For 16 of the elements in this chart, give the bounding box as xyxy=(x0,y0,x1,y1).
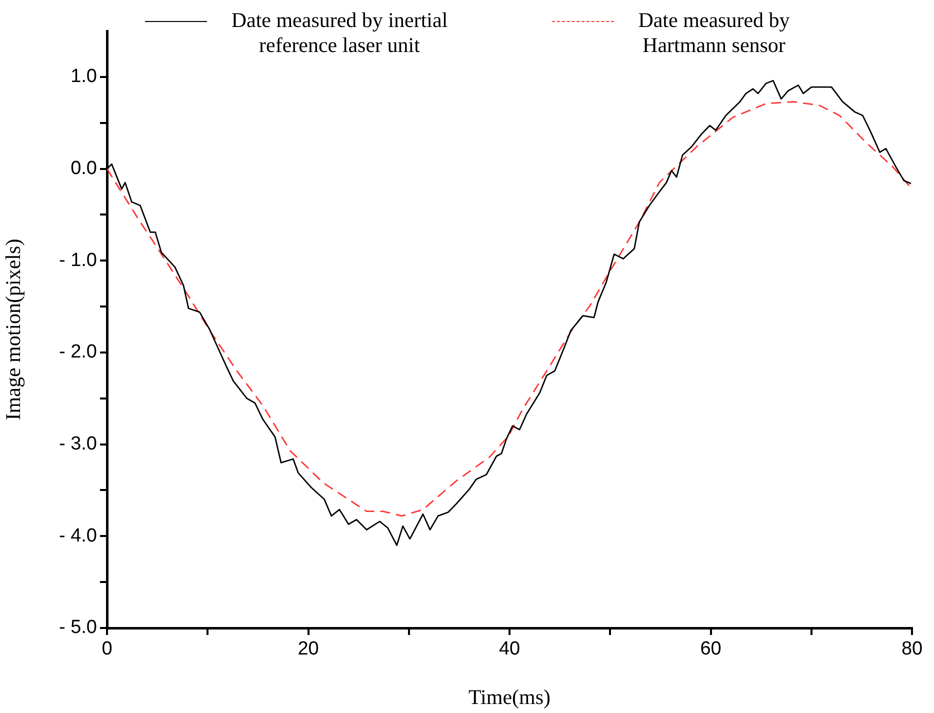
y-axis-title: Image motion(pixels) xyxy=(1,238,26,420)
legend-label: Date measured by Hartmann sensor xyxy=(637,8,791,58)
y-tick-label: - 2.0 xyxy=(58,342,97,363)
y-tick-label: - 3.0 xyxy=(58,434,97,455)
y-tick-label: 1.0 xyxy=(70,66,97,88)
x-tick-label: 40 xyxy=(498,638,520,660)
x-tick-label: 0 xyxy=(102,638,112,660)
y-tick-label: - 5.0 xyxy=(58,617,97,638)
legend-label: Date measured by inertial reference laser unit xyxy=(230,8,449,58)
x-tick-label: 80 xyxy=(901,638,923,660)
x-tick-label: 60 xyxy=(700,638,722,660)
x-axis-title: Time(ms) xyxy=(468,684,551,709)
y-tick-label: 0.0 xyxy=(70,158,97,180)
y-tick-label: - 1.0 xyxy=(58,250,97,271)
x-tick-label: 20 xyxy=(298,638,319,660)
y-tick-label: - 4.0 xyxy=(58,525,97,546)
